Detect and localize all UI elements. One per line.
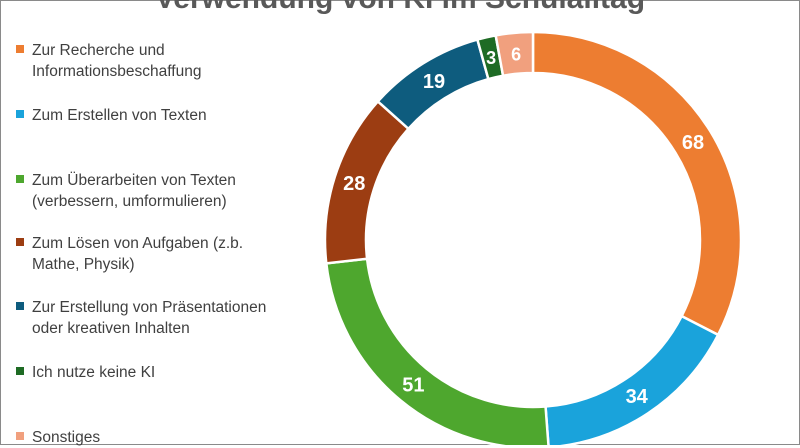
donut-slice <box>531 30 743 337</box>
legend-swatch <box>16 110 24 118</box>
donut-slice <box>324 257 550 445</box>
donut-slice <box>494 30 535 78</box>
legend-swatch <box>16 367 24 375</box>
legend-swatch <box>16 238 24 246</box>
slice-value-label: 6 <box>511 44 521 64</box>
legend-label: Sonstiges <box>32 429 101 446</box>
chart-title: Verwendung von KI im Schulalltag <box>0 0 800 16</box>
slice-value-label: 28 <box>343 173 365 195</box>
donut-slice <box>544 314 720 445</box>
legend-label: Zur Recherche und Informationsbeschaffun… <box>32 42 202 80</box>
legend-label: Ich nutze keine KI <box>32 364 156 381</box>
legend-swatch <box>16 175 24 183</box>
legend-label: Zum Überarbeiten von Texten (verbessern,… <box>32 172 236 210</box>
slice-value-label: 19 <box>423 71 445 93</box>
legend-swatch <box>16 302 24 310</box>
legend-label: Zum Erstellen von Texten <box>32 107 207 124</box>
slice-value-label: 34 <box>626 386 649 408</box>
legend-label: Zum Lösen von Aufgaben (z.b. Mathe, Phys… <box>32 235 244 273</box>
slice-value-label: 51 <box>402 374 424 396</box>
slice-value-label: 68 <box>682 132 704 154</box>
donut-slice <box>323 99 411 265</box>
slice-value-label: 3 <box>486 48 496 68</box>
legend-swatch <box>16 432 24 440</box>
legend-swatch <box>16 45 24 53</box>
legend-label: Zur Erstellung von Präsentationen oder k… <box>32 299 267 337</box>
